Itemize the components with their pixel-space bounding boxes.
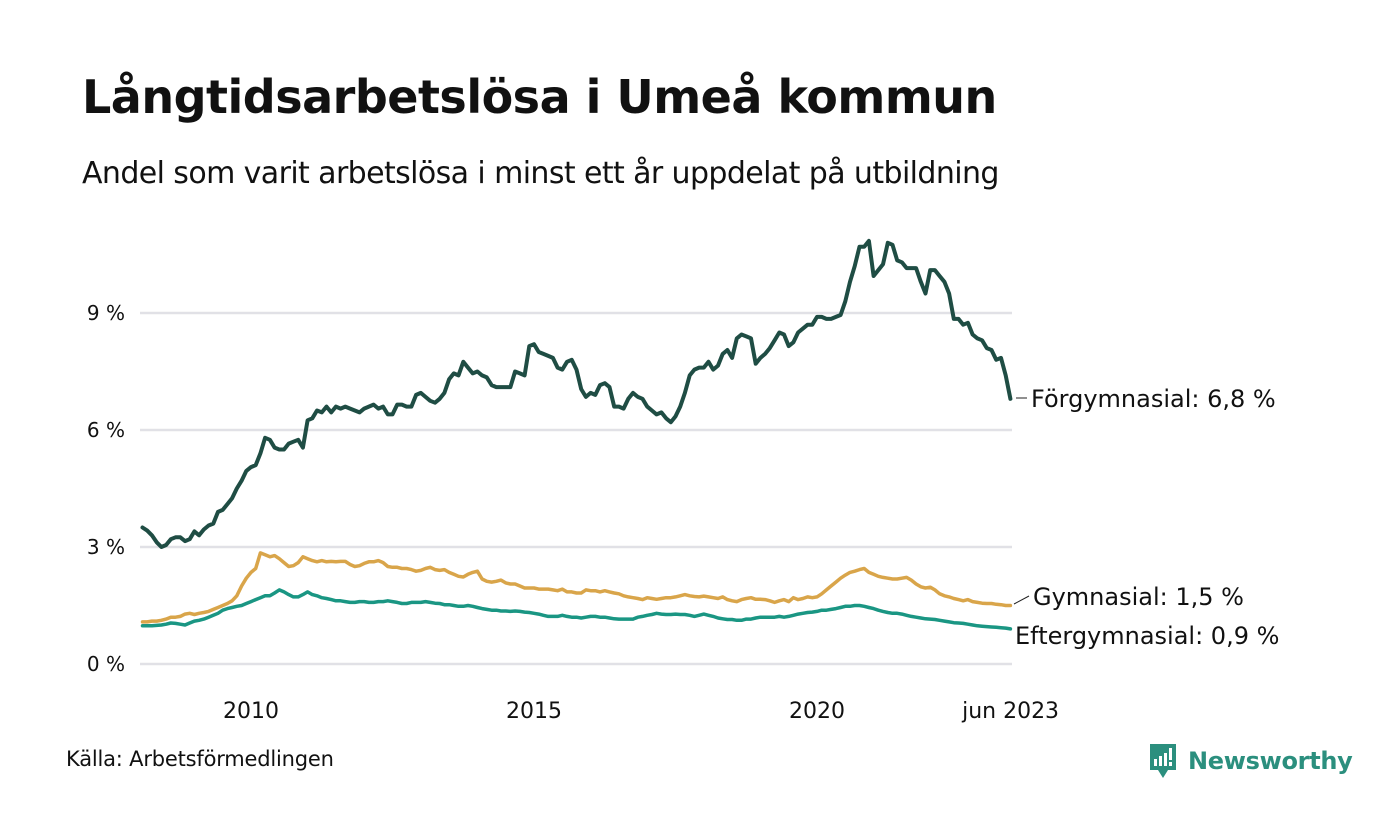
- gridlines: [140, 311, 1012, 666]
- newsworthy-chart-bubble-icon: [1150, 744, 1176, 778]
- series-line-forgymnasial: [140, 238, 1013, 549]
- x-tick-label: 2010: [223, 699, 279, 724]
- end-label-gymnasial: Gymnasial: 1,5 %: [1033, 583, 1244, 611]
- y-axis: 0 % 3 % 6 % 9 %: [87, 301, 125, 676]
- chart-title: Långtidsarbetslösa i Umeå kommun: [82, 70, 997, 124]
- end-labels: Förgymnasial: 6,8 % Gymnasial: 1,5 % Efter…: [1013, 385, 1279, 650]
- x-tick-label: jun 2023: [961, 699, 1059, 724]
- series-line-eftergymnasial: [140, 588, 1013, 631]
- y-tick-label: 6 %: [87, 418, 125, 442]
- end-label-forgymnasial: Förgymnasial: 6,8 %: [1031, 385, 1276, 413]
- x-tick-label: 2020: [789, 699, 845, 724]
- chart-subtitle: Andel som varit arbetslösa i minst ett å…: [82, 156, 999, 191]
- brand-name: Newsworthy: [1188, 747, 1353, 775]
- end-label-eftergymnasial: Eftergymnasial: 0,9 %: [1015, 622, 1279, 650]
- x-axis: 2010 2015 2020 jun 2023: [223, 699, 1059, 724]
- brand-logo[interactable]: Newsworthy: [1148, 742, 1353, 780]
- y-tick-label: 3 %: [87, 535, 125, 559]
- y-tick-label: 0 %: [87, 652, 125, 676]
- series-lines: [140, 238, 1013, 631]
- label-connector: [1013, 595, 1030, 605]
- series-line-gymnasial: [140, 551, 1013, 624]
- y-tick-label: 9 %: [87, 301, 125, 325]
- source-note: Källa: Arbetsförmedlingen: [66, 747, 334, 771]
- x-tick-label: 2015: [506, 699, 562, 724]
